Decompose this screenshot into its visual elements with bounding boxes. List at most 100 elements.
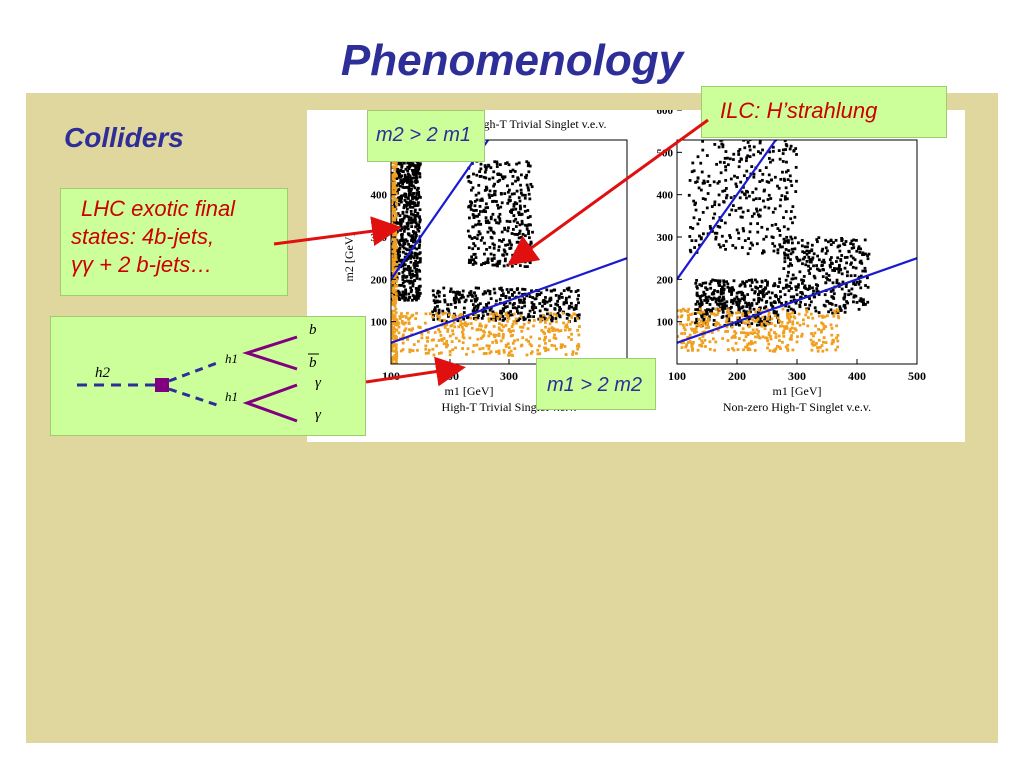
scatter-point — [824, 246, 828, 250]
scatter-point — [391, 329, 394, 333]
scatter-point — [515, 189, 519, 193]
scatter-point — [799, 300, 803, 304]
scatter-point — [825, 272, 829, 276]
scatter-point — [401, 179, 405, 183]
scatter-point — [820, 321, 824, 325]
x-tick-label: 300 — [500, 369, 518, 383]
scatter-point — [488, 189, 492, 193]
scatter-point — [771, 145, 775, 149]
scatter-point — [570, 305, 574, 309]
scatter-point — [398, 317, 402, 320]
scatter-point — [395, 318, 399, 322]
scatter-point — [466, 229, 470, 233]
scatter-point — [769, 335, 772, 338]
scatter-point — [725, 325, 729, 329]
scatter-point — [515, 307, 519, 310]
scatter-point — [742, 338, 746, 342]
scatter-point — [501, 177, 505, 181]
scatter-point — [721, 337, 725, 340]
scatter-point — [711, 337, 715, 341]
scatter-point — [463, 322, 466, 326]
scatter-point — [799, 295, 803, 299]
scatter-point — [520, 329, 524, 333]
scatter-point — [779, 290, 782, 293]
scatter-point — [757, 320, 761, 324]
scatter-point — [690, 239, 694, 243]
scatter-point — [757, 307, 761, 311]
scatter-point — [861, 302, 865, 306]
scatter-point — [471, 186, 475, 190]
scatter-point — [841, 280, 845, 284]
y-tick-label: 100 — [657, 317, 674, 329]
scatter-point — [418, 195, 422, 199]
scatter-point — [738, 323, 741, 327]
scatter-point — [434, 312, 438, 315]
scatter-point — [413, 186, 417, 190]
scatter-point — [514, 321, 518, 325]
scatter-point — [525, 183, 529, 187]
scatter-point — [755, 209, 759, 213]
scatter-point — [738, 307, 742, 311]
scatter-point — [823, 293, 827, 297]
scatter-point — [714, 324, 718, 327]
scatter-point — [796, 241, 800, 245]
scatter-point — [462, 295, 465, 299]
scatter-point — [412, 232, 416, 235]
scatter-point — [768, 321, 772, 325]
scatter-point — [822, 327, 826, 331]
scatter-point — [510, 292, 514, 296]
scatter-point — [736, 311, 740, 315]
scatter-point — [777, 297, 780, 301]
scatter-point — [394, 202, 398, 206]
scatter-point — [684, 345, 688, 349]
scatter-point — [532, 304, 536, 308]
scatter-point — [699, 343, 703, 347]
scatter-point — [815, 264, 819, 267]
scatter-point — [406, 257, 410, 261]
scatter-point — [492, 325, 496, 328]
scatter-point — [514, 317, 518, 321]
scatter-point — [522, 316, 526, 319]
scatter-point — [864, 303, 867, 306]
scatter-point — [857, 307, 861, 311]
scatter-point — [437, 328, 440, 331]
scatter-point — [747, 318, 751, 322]
scatter-point — [467, 179, 471, 183]
scatter-point — [411, 273, 415, 276]
scatter-point — [773, 175, 777, 179]
scatter-point — [509, 170, 513, 174]
scatter-point — [782, 225, 786, 229]
scatter-point — [843, 292, 847, 296]
scatter-point — [515, 319, 519, 323]
scatter-point — [789, 252, 793, 256]
scatter-point — [406, 337, 410, 341]
scatter-point — [571, 350, 575, 354]
scatter-point — [807, 307, 810, 311]
scatter-point — [786, 321, 790, 325]
scatter-point — [538, 318, 542, 321]
scatter-point — [469, 203, 473, 207]
scatter-point — [400, 235, 404, 239]
scatter-point — [408, 189, 412, 193]
scatter-point — [559, 343, 563, 347]
scatter-point — [516, 221, 519, 225]
scatter-point — [484, 291, 488, 295]
scatter-point — [408, 205, 412, 209]
scatter-point — [502, 325, 505, 329]
scatter-point — [859, 297, 863, 301]
scatter-point — [699, 295, 702, 298]
scatter-point — [473, 244, 477, 248]
scatter-point — [719, 171, 723, 175]
scatter-point — [746, 333, 750, 337]
scatter-point — [802, 322, 806, 326]
scatter-point — [853, 258, 857, 262]
scatter-point — [728, 234, 732, 237]
scatter-point — [488, 351, 492, 355]
scatter-point — [410, 201, 414, 205]
scatter-point — [789, 144, 793, 148]
scatter-point — [708, 224, 712, 228]
scatter-point — [394, 258, 398, 262]
scatter-point — [538, 337, 541, 341]
scatter-point — [773, 312, 777, 315]
scatter-point — [808, 297, 811, 300]
